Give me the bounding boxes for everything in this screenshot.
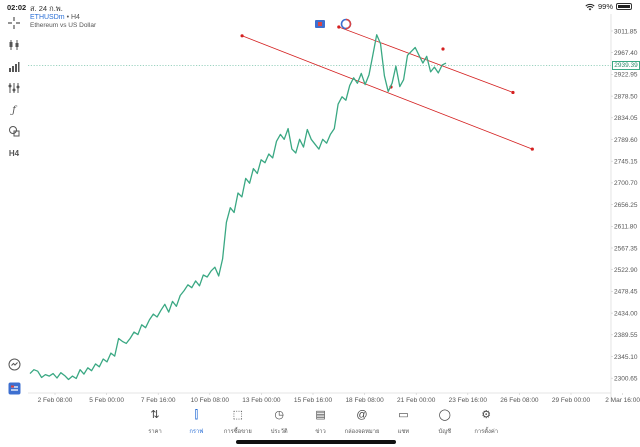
tab-label: กราฟ <box>189 429 204 435</box>
tab-label: ข่าว <box>315 429 326 435</box>
price-tick: 2656.25 <box>614 202 638 209</box>
price-tick: 2834.05 <box>614 115 638 122</box>
wifi-icon <box>585 3 595 10</box>
price-tick: 2434.00 <box>614 310 638 317</box>
tab-label: การตั้งค่า <box>474 429 498 435</box>
symbol-description: Ethereum vs US Dollar <box>30 22 97 29</box>
timeframe-button[interactable]: H4 <box>8 148 20 158</box>
indicator-icon[interactable] <box>5 38 23 52</box>
current-price-label: 2939.39 <box>612 61 640 70</box>
status-bar: 02:02 ส. 24 ก.พ. 99% <box>0 0 640 14</box>
symbol-name: ETHUSDm <box>30 14 65 21</box>
status-date: ส. 24 ก.พ. <box>30 4 63 13</box>
date-tick: 15 Feb 16:00 <box>294 397 333 404</box>
trade-toggle-icon[interactable] <box>5 381 23 395</box>
tab-chat[interactable]: ▭ แชท <box>381 408 425 436</box>
date-tick: 2 Mar 16:00 <box>605 397 640 404</box>
price-tick: 2967.40 <box>614 50 638 57</box>
tab-label: บัญชี <box>438 429 452 435</box>
tab-label: การซื้อขาย <box>223 429 252 435</box>
gear-icon: ⚙ <box>481 409 492 421</box>
price-tick: 2922.95 <box>614 72 638 79</box>
price-series <box>29 34 447 381</box>
at-icon: @ <box>356 409 368 421</box>
price-tick: 3011.85 <box>614 28 637 35</box>
date-tick: 5 Feb 00:00 <box>89 397 124 404</box>
price-tick: 2878.50 <box>614 93 638 100</box>
trendline[interactable] <box>338 26 514 93</box>
price-tick: 2389.55 <box>614 332 638 339</box>
home-indicator <box>236 440 396 444</box>
trendline-anchor[interactable] <box>337 25 341 29</box>
battery-percent: 99% <box>597 2 613 11</box>
status-right: 99% <box>585 2 632 11</box>
trendline-anchor[interactable] <box>441 47 445 51</box>
date-axis: 2 Feb 08:00 5 Feb 00:00 7 Feb 16:00 10 Feb … <box>38 393 640 404</box>
crosshair-icon[interactable] <box>5 16 23 30</box>
tab-bar: ⇅ ราคา ⫿ กราฟ ⬚ การซื้อขาย ◷ ประวัติ ▤ ข่าว @ กล่อง… <box>0 405 640 447</box>
price-tick: 2567.35 <box>614 245 638 252</box>
tab-label: ราคา <box>148 429 162 435</box>
date-tick: 21 Feb 00:00 <box>397 397 436 404</box>
tab-trade[interactable]: ⬚ การซื้อขาย <box>216 408 260 436</box>
date-tick: 23 Feb 16:00 <box>449 397 488 404</box>
trendline-anchor[interactable] <box>240 34 244 38</box>
tab-label: กล่องจดหมาย <box>344 429 380 435</box>
price-tick: 2345.10 <box>614 354 638 361</box>
trend-icon: ⬚ <box>232 409 243 421</box>
date-tick: 7 Feb 16:00 <box>141 397 176 404</box>
chat-icon: ▭ <box>398 409 409 421</box>
price-tick: 2478.45 <box>614 289 638 296</box>
volume-icon[interactable] <box>5 60 23 74</box>
tab-settings[interactable]: ⚙ การตั้งค่า <box>464 408 508 436</box>
battery-icon <box>616 3 632 10</box>
tab-chart[interactable]: ⫿ กราฟ <box>174 408 218 436</box>
price-chart[interactable]: 3011.85 2967.40 2922.95 2878.50 2834.05 2789.… <box>0 0 640 405</box>
date-tick: 18 Feb 08:00 <box>345 397 384 404</box>
date-tick: 13 Feb 00:00 <box>242 397 281 404</box>
price-axis: 3011.85 2967.40 2922.95 2878.50 2834.05 2789.… <box>611 28 638 383</box>
price-tick: 2789.60 <box>614 137 638 144</box>
price-line <box>29 34 447 381</box>
symbol-timeframe: • H4 <box>66 14 80 21</box>
tab-accounts[interactable]: ◯ บัญชี <box>423 408 467 436</box>
date-tick: 10 Feb 08:00 <box>191 397 230 404</box>
news-icon: ▤ <box>315 409 326 421</box>
user-icon: ◯ <box>438 409 451 421</box>
tab-label: แชท <box>397 429 410 435</box>
chart-object-circle-icon[interactable] <box>340 18 352 30</box>
tab-mailbox[interactable]: @ กล่องจดหมาย <box>340 408 384 436</box>
trendline-anchor[interactable] <box>511 90 515 95</box>
trendline-anchor[interactable] <box>530 147 534 151</box>
date-tick: 2 Feb 08:00 <box>38 397 73 404</box>
settings-sliders-icon[interactable] <box>5 81 23 95</box>
price-tick: 2745.15 <box>614 159 638 166</box>
zoom-icon[interactable] <box>5 357 23 371</box>
status-time: 02:02 <box>7 3 27 12</box>
date-tick: 26 Feb 08:00 <box>500 397 539 404</box>
function-icon[interactable]: ƒ <box>12 104 16 116</box>
trendline[interactable] <box>241 35 533 150</box>
arrows-updown-icon: ⇅ <box>150 409 160 421</box>
date-tick: 29 Feb 00:00 <box>552 397 591 404</box>
tab-news[interactable]: ▤ ข่าว <box>299 408 343 436</box>
price-tick: 2300.65 <box>614 376 638 383</box>
price-tick: 2611.80 <box>614 224 637 231</box>
tab-history[interactable]: ◷ ประวัติ <box>257 408 301 436</box>
objects-icon[interactable] <box>5 124 23 138</box>
tab-quotes[interactable]: ⇅ ราคา <box>133 408 177 436</box>
price-tick: 2700.70 <box>614 180 638 187</box>
chart-object-flag-icon[interactable] <box>315 20 325 28</box>
candles-icon: ⫿ <box>194 409 199 421</box>
tab-label: ประวัติ <box>270 429 288 435</box>
clock-icon: ◷ <box>274 409 284 421</box>
price-tick: 2522.90 <box>614 267 638 274</box>
symbol-label[interactable]: ETHUSDm • H4 <box>30 14 80 21</box>
